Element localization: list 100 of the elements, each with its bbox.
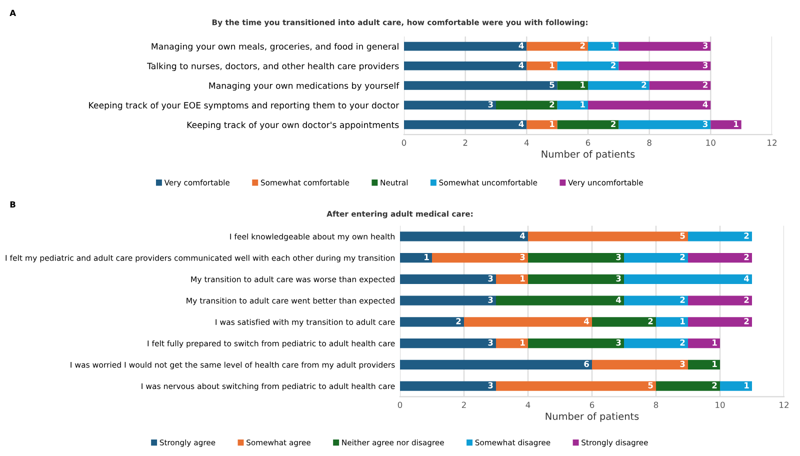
data-label: 2 [703,82,708,88]
x-tick-label: 2 [462,402,466,408]
x-tick-label: 4 [526,402,530,408]
bar [404,42,527,51]
bar [688,252,752,263]
data-label: 3 [488,101,493,108]
bar [688,317,752,327]
data-label: 1 [734,120,738,128]
bar [464,317,592,327]
bar [588,81,650,90]
data-label: 3 [488,296,493,303]
bar [496,100,558,110]
bar [588,100,711,110]
bar [528,232,688,242]
bar [528,274,624,284]
bar [526,120,558,130]
bar [400,274,496,284]
data-label: 1 [712,340,717,346]
data-label: 3 [488,382,493,388]
data-label: 3 [702,42,708,49]
data-label: 3 [702,62,708,68]
data-label: 4 [518,62,524,68]
bar [400,338,496,348]
bar [557,120,619,130]
data-label: 5 [550,82,554,88]
data-label: 3 [616,275,621,282]
y-tick-label: Talking to nurses, doctors, and other health care providers [147,62,399,71]
data-label: 1 [550,120,554,128]
bar [688,360,720,370]
bar [710,120,742,130]
data-label: 2 [680,339,685,346]
bar [588,42,619,51]
data-label: 4 [616,296,622,303]
bar [688,232,752,242]
y-tick-label: Managing your own medications by yourself [209,82,400,91]
bar [400,232,528,242]
data-label: 4 [518,120,524,128]
bar [720,381,752,391]
bar [688,338,720,348]
text: B [10,201,16,208]
data-label: 2 [744,232,749,239]
bar [404,120,527,130]
data-label: 5 [648,382,653,388]
y-tick-label: Managing your own meals, groceries, and food in general [152,43,398,52]
bar [404,100,496,110]
data-label: 1 [680,318,685,324]
bar [688,296,752,306]
bar [624,338,688,348]
data-label: 4 [744,275,750,282]
data-label: 2 [648,318,653,324]
data-label: 2 [744,296,749,303]
x-tick-label: 0 [398,402,402,408]
bar [404,61,527,70]
bar [400,252,432,263]
bar [624,252,688,263]
data-label: 2 [611,120,616,128]
x-axis-title: Number of patients [542,150,635,160]
bar [400,381,496,391]
data-label: 4 [520,232,526,239]
bar [656,381,720,391]
y-tick-label: Keeping track of your EOE symptoms and reporting them to your doctor [89,102,400,110]
bar [624,274,752,284]
data-label: 3 [488,275,493,282]
data-label: 2 [680,254,685,260]
data-label: 1 [520,340,525,346]
x-tick-label: 8 [654,402,658,408]
data-label: 3 [616,254,621,260]
data-label: 2 [744,318,749,324]
data-label: 1 [744,382,749,388]
bar [526,61,558,70]
bar [400,360,592,370]
bar [404,81,558,90]
bar [557,100,588,110]
data-label: 1 [712,360,717,367]
data-label: 1 [580,101,585,108]
bar [528,252,624,263]
data-label: 1 [580,82,585,88]
x-tick-label: 10 [716,402,725,408]
data-label: 3 [520,254,525,260]
bar [618,42,711,51]
x-tick-label: 2 [463,140,468,146]
bar [400,317,464,327]
data-label: 2 [611,62,616,68]
bar [557,81,588,90]
data-label: 2 [744,254,749,260]
x-tick-label: 4 [524,140,529,146]
bar [656,317,688,327]
data-label: 2 [580,42,585,49]
data-label: 2 [712,382,717,388]
data-label: 1 [611,42,616,49]
bar [526,42,588,51]
data-label: 2 [456,318,461,324]
data-label: 4 [702,101,708,108]
y-tick-label: Keeping track of your own doctor's appointments [187,121,399,130]
data-label: 3 [616,339,621,346]
x-tick-label: 12 [768,140,776,146]
x-tick-label: 12 [780,402,788,408]
data-label: 6 [584,360,589,368]
data-label: 2 [550,101,554,108]
data-label: 5 [680,232,685,239]
